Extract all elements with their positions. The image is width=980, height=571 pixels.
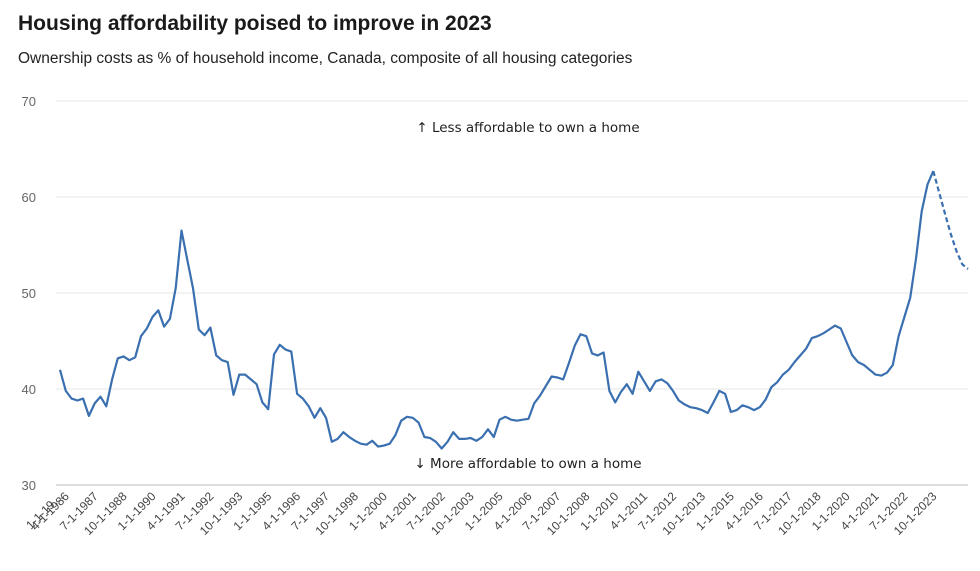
annotation-less-affordable: ↑ Less affordable to own a home <box>416 120 639 136</box>
grid-lines <box>56 100 968 486</box>
x-axis: 1-1-19…4-1-19867-1-198710-1-19881-1-1990… <box>23 489 939 538</box>
historical-series-line <box>58 170 935 450</box>
series-group <box>58 170 969 450</box>
chart-title: Housing affordability poised to improve … <box>18 12 492 35</box>
chart-subtitle: Ownership costs as % of household income… <box>18 50 633 67</box>
y-tick-label: 30 <box>22 478 36 493</box>
annotation-more-affordable: ↓ More affordable to own a home <box>414 456 641 472</box>
y-axis: 30 40 50 60 70 <box>22 94 36 493</box>
y-tick-label: 50 <box>22 286 36 301</box>
forecast-series-line <box>932 170 969 270</box>
y-tick-label: 40 <box>22 382 36 397</box>
y-tick-label: 70 <box>22 94 36 109</box>
y-tick-label: 60 <box>22 190 36 205</box>
